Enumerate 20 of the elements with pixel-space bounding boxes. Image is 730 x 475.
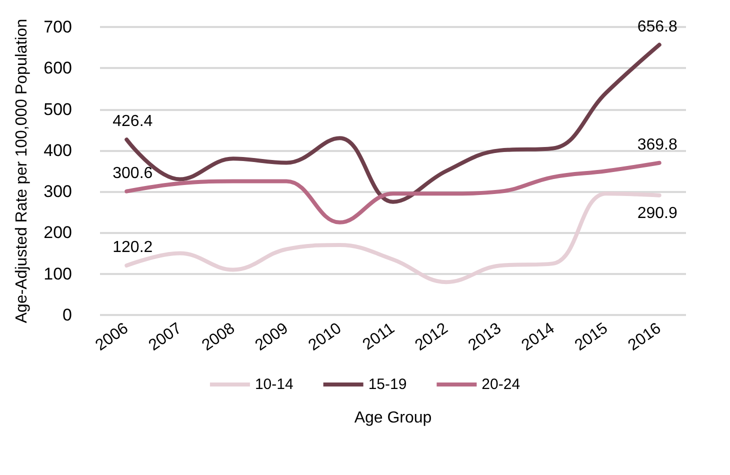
y-tick-label: 0 [62, 306, 72, 324]
y-tick-label: 500 [44, 100, 72, 119]
data-label: 120.2 [112, 239, 153, 256]
y-tick-label: 400 [44, 140, 72, 160]
x-tick-label: 2011 [360, 320, 398, 354]
y-tick-label: 200 [44, 223, 72, 242]
data-label: 290.9 [637, 204, 678, 222]
y-axis-title: Age-Adjusted Rate per 100,000 Population [14, 18, 30, 324]
y-tick-label: 300 [44, 182, 72, 202]
data-label: 656.8 [637, 18, 678, 36]
data-label: 369.8 [637, 136, 678, 154]
data-label: 426.4 [112, 113, 153, 130]
y-tick-label: 600 [44, 58, 72, 78]
x-axis-title: Age Group [354, 410, 432, 426]
y-tick-label: 700 [44, 18, 72, 36]
legend-label: 20-24 [482, 376, 520, 393]
data-label: 300.6 [112, 164, 153, 182]
legend-label: 10-14 [254, 376, 294, 393]
legend-label: 15-19 [368, 376, 407, 393]
y-tick-label: 100 [44, 264, 72, 284]
